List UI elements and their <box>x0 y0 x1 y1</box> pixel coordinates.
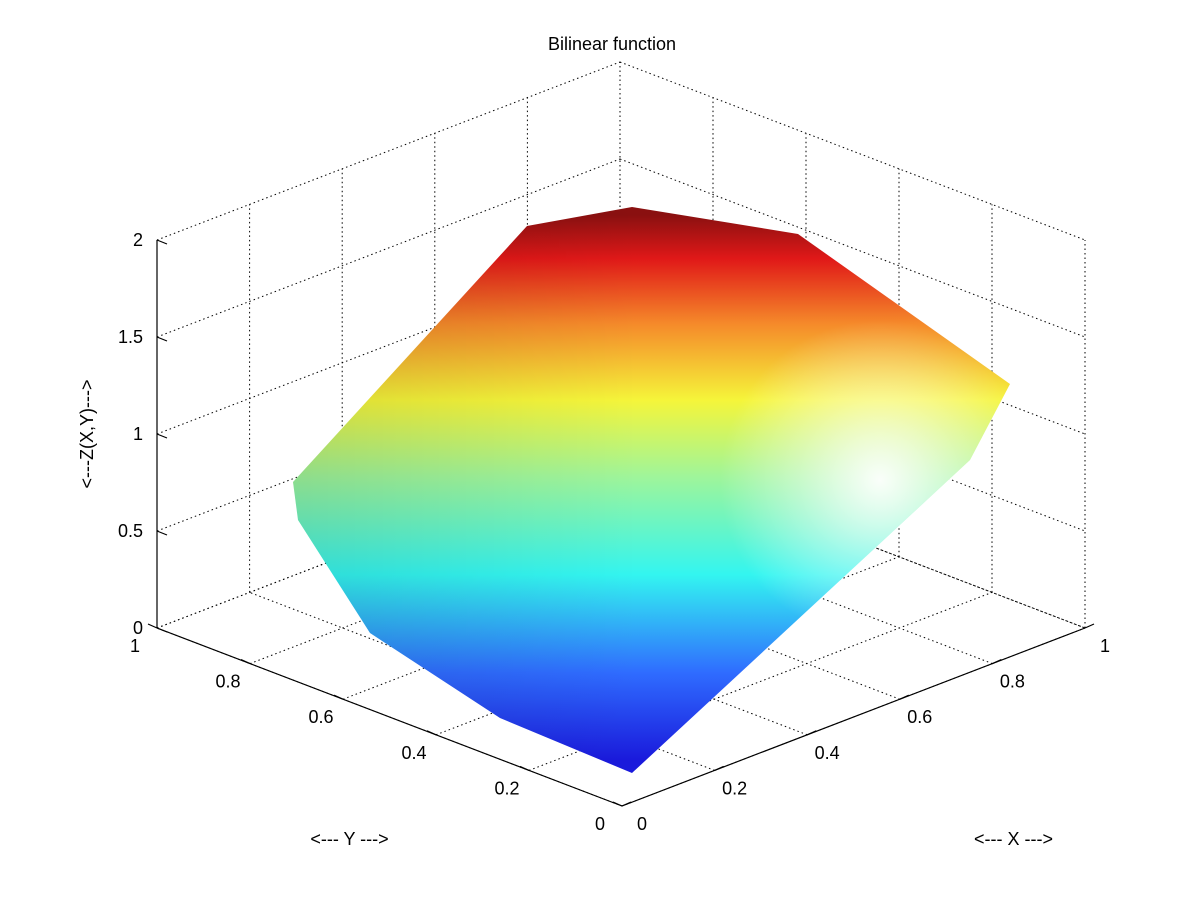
grid-line-z-wall-right <box>619 61 1086 241</box>
y-tick <box>612 801 623 807</box>
surface-layer <box>293 207 1010 773</box>
y-tick <box>426 730 437 736</box>
y-tick-label: 0.4 <box>401 743 426 763</box>
y-axis-title: <--- Y ---> <box>310 829 388 849</box>
z-tick-label: 0 <box>133 618 143 638</box>
grid-line-y-floor <box>528 591 993 771</box>
z-tick <box>156 433 168 439</box>
grid-line-z-wall-left <box>156 158 621 338</box>
x-tick <box>992 659 1002 665</box>
y-tick-label: 0.2 <box>494 778 519 798</box>
grid-line-z-wall-left <box>156 255 621 435</box>
surface-highlight <box>293 207 1010 773</box>
y-tick-label: 0.8 <box>215 672 240 692</box>
grid-line-z-wall-right <box>619 158 1086 338</box>
x-tick-label: 0.2 <box>722 778 747 798</box>
z-tick <box>156 530 168 536</box>
x-tick <box>1084 623 1095 629</box>
z-tick <box>156 336 168 342</box>
y-tick-label: 0 <box>595 814 605 834</box>
x-axis-title: <--- X ---> <box>974 829 1053 849</box>
z-tick-label: 1.5 <box>118 327 143 347</box>
y-tick <box>147 623 158 629</box>
chart-title: Bilinear function <box>548 34 676 54</box>
y-tick-label: 0.6 <box>308 707 333 727</box>
z-tick-label: 0.5 <box>118 521 143 541</box>
x-tick-label: 0.6 <box>907 707 932 727</box>
x-tick <box>621 801 632 807</box>
x-tick-label: 1 <box>1100 636 1110 656</box>
x-axis-line <box>621 627 1086 807</box>
z-tick-label: 1 <box>133 424 143 444</box>
z-tick <box>156 239 168 245</box>
y-tick <box>519 765 530 771</box>
y-tick <box>240 659 251 665</box>
y-tick-label: 1 <box>130 636 140 656</box>
z-tick-label: 2 <box>133 230 143 250</box>
x-tick <box>899 694 910 700</box>
grid-line-z-wall-left <box>156 61 621 241</box>
x-tick <box>806 730 817 736</box>
label-layer: 00.20.40.60.8100.20.40.60.8100.511.52<--… <box>77 34 1110 849</box>
y-tick <box>333 694 344 700</box>
y-axis-line <box>156 627 623 807</box>
x-tick-label: 0.4 <box>815 743 840 763</box>
z-axis-title: <---Z(X,Y)---> <box>77 380 97 489</box>
z-tick <box>156 627 168 633</box>
x-tick-label: 0.8 <box>1000 672 1025 692</box>
x-tick <box>714 765 724 771</box>
x-tick-label: 0 <box>637 814 647 834</box>
axis-layer <box>147 239 1095 807</box>
